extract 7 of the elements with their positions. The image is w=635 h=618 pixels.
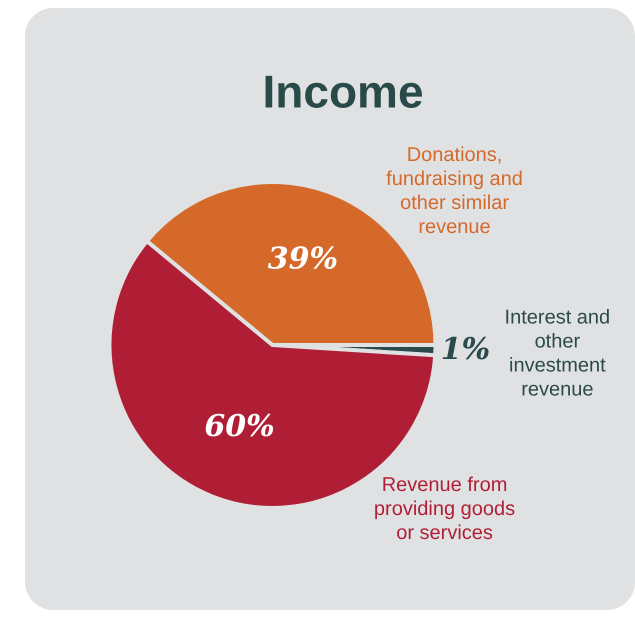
data-label: 60% bbox=[204, 409, 275, 444]
chart-title: Income bbox=[262, 66, 424, 118]
slice-label: Revenue from providing goods or services bbox=[374, 474, 516, 544]
slice-label: Donations, fundraising and other similar revenue bbox=[386, 144, 523, 238]
data-label: 39% bbox=[268, 241, 338, 276]
slice-label: Interest and other investment revenue bbox=[504, 306, 610, 400]
data-label: 1% bbox=[440, 332, 490, 367]
